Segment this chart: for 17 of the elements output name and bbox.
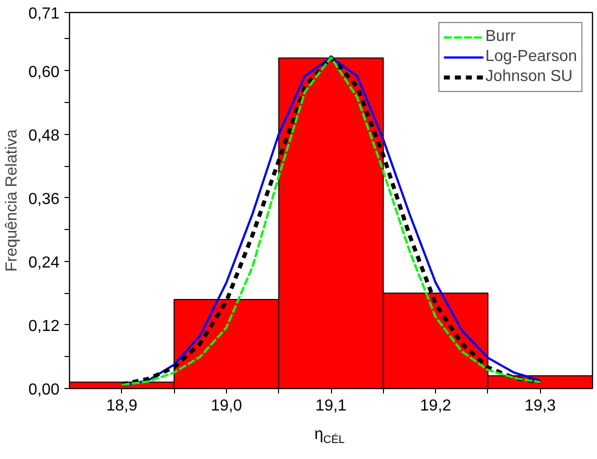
- x-tick-label: 19,0: [210, 398, 242, 414]
- x-tick-label: 19,2: [420, 398, 452, 414]
- x-tick-label: 18,9: [106, 398, 138, 414]
- x-tick-label: 19,1: [315, 398, 347, 414]
- y-tick-label: 0,24: [28, 254, 60, 272]
- y-tick-label: 0,12: [28, 318, 60, 335]
- y-tick-label: 0,71: [28, 6, 60, 22]
- legend-label: Burr: [485, 28, 516, 46]
- legend-label: Log-Pearson: [485, 48, 577, 66]
- x-axis-title: η$_{CÉL}$: [314, 425, 345, 448]
- y-tick-label: 0,36: [28, 190, 60, 208]
- y-tick-label: 0,00: [28, 382, 60, 398]
- y-axis-title: Frequência Relativa: [3, 129, 20, 272]
- y-tick-label: 0,48: [28, 127, 60, 144]
- legend-label: Johnson SU: [485, 68, 573, 86]
- y-tick-label: 0,60: [28, 64, 60, 81]
- x-tick-label: 19,3: [524, 398, 556, 414]
